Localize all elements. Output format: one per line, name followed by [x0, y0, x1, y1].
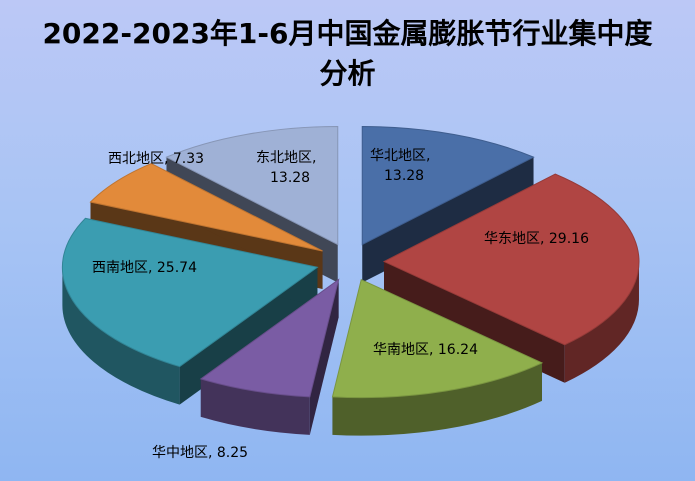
data-label-东北地区: 东北地区, 13.28 [256, 150, 316, 186]
slice-4-outer-wall-0 [62, 267, 180, 405]
pie-slice-华东地区 [382, 173, 640, 346]
slice-3-outer-wall-0 [200, 378, 310, 435]
slice-2-outer-wall-0 [332, 362, 542, 436]
pie-slice-华北地区 [361, 126, 535, 246]
chart-title: 2022-2023年1-6月中国金属膨胀节行业集中度分析 [42, 17, 653, 90]
pie-slice-华南地区 [331, 278, 544, 399]
pie-slice-东北地区 [165, 126, 339, 246]
pie-slice-西北地区 [89, 163, 323, 252]
data-label-华中地区: 华中地区, 8.25 [152, 445, 248, 461]
pie-slice-华中地区 [199, 278, 340, 398]
data-label-西南地区: 西南地区, 25.74 [92, 260, 197, 276]
data-label-西北地区: 西北地区, 7.33 [108, 151, 204, 167]
data-label-华东地区: 华东地区, 29.16 [484, 231, 589, 247]
slice-1-outer-wall-0 [564, 261, 639, 383]
pie-slice-西南地区 [61, 217, 319, 368]
data-label-华南地区: 华南地区, 16.24 [373, 342, 478, 358]
data-label-华北地区: 华北地区, 13.28 [370, 148, 430, 184]
